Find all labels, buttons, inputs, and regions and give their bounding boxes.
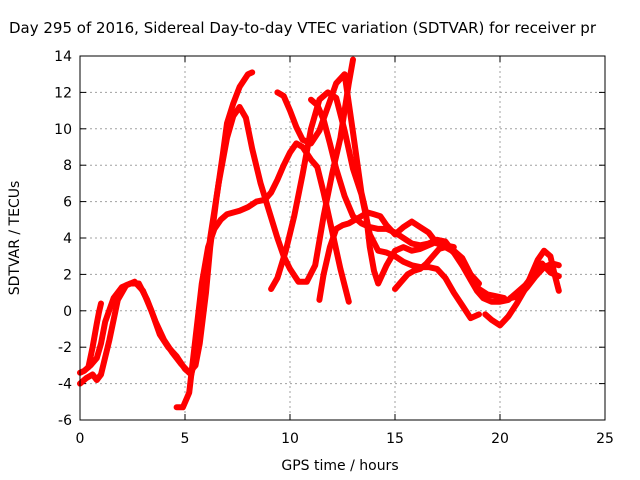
satellite-track-2 xyxy=(77,56,356,387)
y-tick-label: 0 xyxy=(63,304,72,320)
plot-frame xyxy=(79,55,606,421)
y-axis-label: SDTVAR / TECUs xyxy=(7,181,23,296)
satellite-track-11 xyxy=(85,300,104,371)
y-tick-label: 2 xyxy=(63,267,72,283)
y-tick-label: 8 xyxy=(63,158,72,174)
x-tick-label: 10 xyxy=(281,431,299,447)
x-tick-label: 15 xyxy=(386,431,404,447)
y-tick-label: 14 xyxy=(54,49,72,65)
satellite-track-1 xyxy=(77,69,256,376)
y-tick-label: 6 xyxy=(63,195,72,211)
x-tick-label: 20 xyxy=(491,431,509,447)
y-tick-label: -6 xyxy=(58,413,72,429)
x-axis-label: GPS time / hours xyxy=(281,458,398,474)
satellite-track-3 xyxy=(173,140,352,411)
y-tick-label: -4 xyxy=(58,377,72,393)
satellite-track-7 xyxy=(316,209,457,303)
y-tick-label: -2 xyxy=(58,340,72,356)
y-tick-label: 10 xyxy=(54,122,72,138)
x-tick-label: 5 xyxy=(181,431,190,447)
satellite-track-4 xyxy=(268,89,482,322)
data-series xyxy=(77,56,562,411)
satellite-track-10 xyxy=(507,260,562,302)
y-tick-label: 12 xyxy=(54,85,72,101)
x-tick-label: 25 xyxy=(596,431,614,447)
x-tick-label: 0 xyxy=(76,431,85,447)
y-tick-label: 4 xyxy=(63,231,72,247)
chart-title: Day 295 of 2016, Sidereal Day-to-day VTE… xyxy=(9,19,597,37)
